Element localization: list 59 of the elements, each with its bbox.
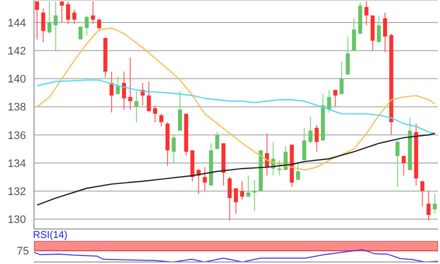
y-tick-label: 136 xyxy=(8,130,26,142)
candlestick xyxy=(308,116,312,144)
candlestick xyxy=(122,71,126,110)
candlestick xyxy=(90,0,95,24)
candlestick xyxy=(383,12,388,52)
candlestick xyxy=(252,179,257,212)
y-tick-label: 134 xyxy=(8,158,26,170)
candlestick xyxy=(327,89,332,113)
candlestick xyxy=(35,0,39,40)
y-tick-label: 130 xyxy=(8,214,26,226)
candlestick xyxy=(420,180,424,208)
y-tick-label: 144 xyxy=(8,17,26,30)
y-tick-label: 142 xyxy=(8,45,26,58)
candlestick xyxy=(146,80,151,113)
candlestick xyxy=(333,89,338,108)
candlestick xyxy=(215,132,220,150)
candlestick xyxy=(395,140,400,188)
candlestick xyxy=(364,0,368,26)
candlestick xyxy=(172,134,176,164)
candlestick xyxy=(78,26,83,40)
candlestick xyxy=(159,113,164,127)
candlestick xyxy=(47,0,52,34)
candlestick xyxy=(116,75,120,95)
candlestick xyxy=(240,180,244,200)
line-series xyxy=(36,132,436,206)
candlestick xyxy=(202,166,207,192)
candlestick xyxy=(432,193,437,214)
candlestick xyxy=(60,0,64,23)
candlestick xyxy=(402,155,406,176)
band-label: 75 xyxy=(16,246,29,258)
y-tick-label: 132 xyxy=(8,186,26,198)
candlestick xyxy=(134,90,138,123)
candlestick xyxy=(284,146,288,170)
candlestick xyxy=(340,61,344,95)
candlestick xyxy=(346,36,350,75)
candlestick xyxy=(426,190,431,222)
candlestick xyxy=(54,0,58,52)
line-series xyxy=(36,79,436,134)
candlestick xyxy=(228,176,232,222)
candlestick xyxy=(178,90,182,132)
candlestick xyxy=(234,188,238,214)
chart-title: RSI(14) xyxy=(33,230,68,241)
candlestick xyxy=(296,161,300,180)
candlestick xyxy=(314,124,319,152)
candlestick xyxy=(246,175,250,198)
candlestick xyxy=(376,14,381,43)
candlestick xyxy=(302,127,306,161)
candlestick xyxy=(41,8,46,43)
candlestick xyxy=(97,18,102,32)
candlestick xyxy=(66,0,70,24)
candlestick xyxy=(72,9,76,24)
candlestick xyxy=(128,57,132,110)
candlestick xyxy=(277,160,282,176)
line-series xyxy=(36,28,436,171)
candlestick xyxy=(153,104,158,123)
y-tick-label: 138 xyxy=(8,102,26,114)
y-tick-label: 140 xyxy=(8,74,26,86)
candlestick xyxy=(84,14,89,36)
candlestick xyxy=(352,18,356,52)
